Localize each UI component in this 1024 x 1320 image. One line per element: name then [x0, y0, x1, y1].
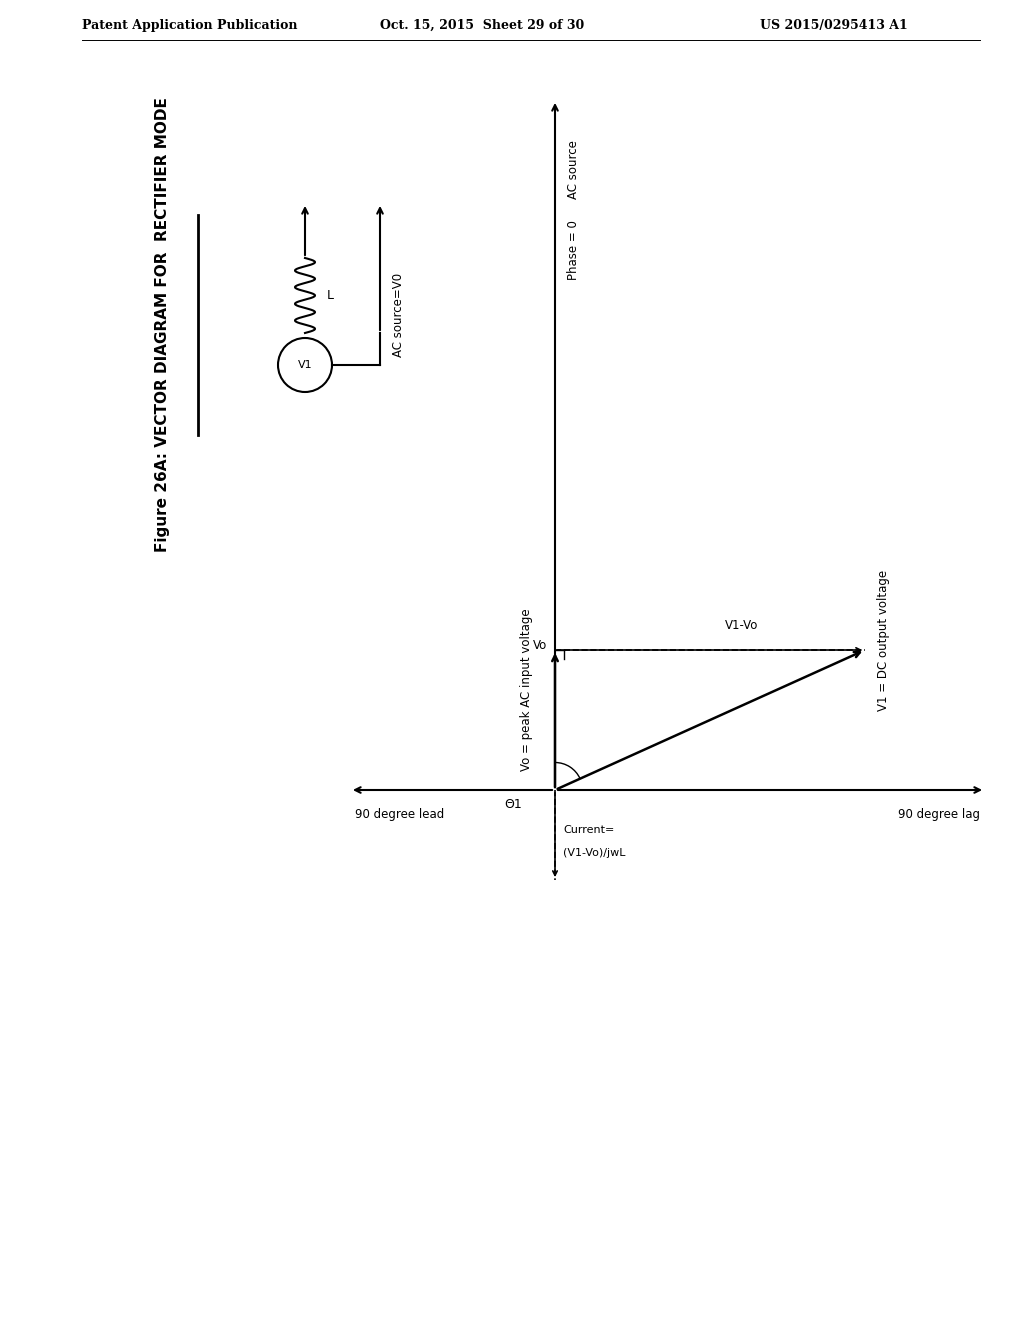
Text: 90 degree lag: 90 degree lag	[898, 808, 980, 821]
Text: V1 = DC output voltage: V1 = DC output voltage	[877, 569, 890, 710]
Text: V1: V1	[298, 360, 312, 370]
Text: Vo: Vo	[532, 639, 547, 652]
Text: 90 degree lead: 90 degree lead	[355, 808, 444, 821]
Text: Θ1: Θ1	[504, 799, 522, 812]
Text: AC source: AC source	[567, 140, 580, 199]
Text: Oct. 15, 2015  Sheet 29 of 30: Oct. 15, 2015 Sheet 29 of 30	[380, 18, 585, 32]
Text: Current=: Current=	[563, 825, 614, 836]
Text: AC source=V0: AC source=V0	[392, 273, 406, 358]
Text: US 2015/0295413 A1: US 2015/0295413 A1	[760, 18, 907, 32]
Text: V1-Vo: V1-Vo	[725, 619, 759, 632]
Text: L: L	[327, 289, 334, 302]
Text: (V1-Vo)/jwL: (V1-Vo)/jwL	[563, 847, 626, 858]
Text: Figure 26A: VECTOR DIAGRAM FOR  RECTIFIER MODE: Figure 26A: VECTOR DIAGRAM FOR RECTIFIER…	[155, 98, 170, 553]
Text: Phase = 0: Phase = 0	[567, 220, 580, 280]
Text: Patent Application Publication: Patent Application Publication	[82, 18, 298, 32]
Text: Vo = peak AC input voltage: Vo = peak AC input voltage	[520, 609, 534, 771]
